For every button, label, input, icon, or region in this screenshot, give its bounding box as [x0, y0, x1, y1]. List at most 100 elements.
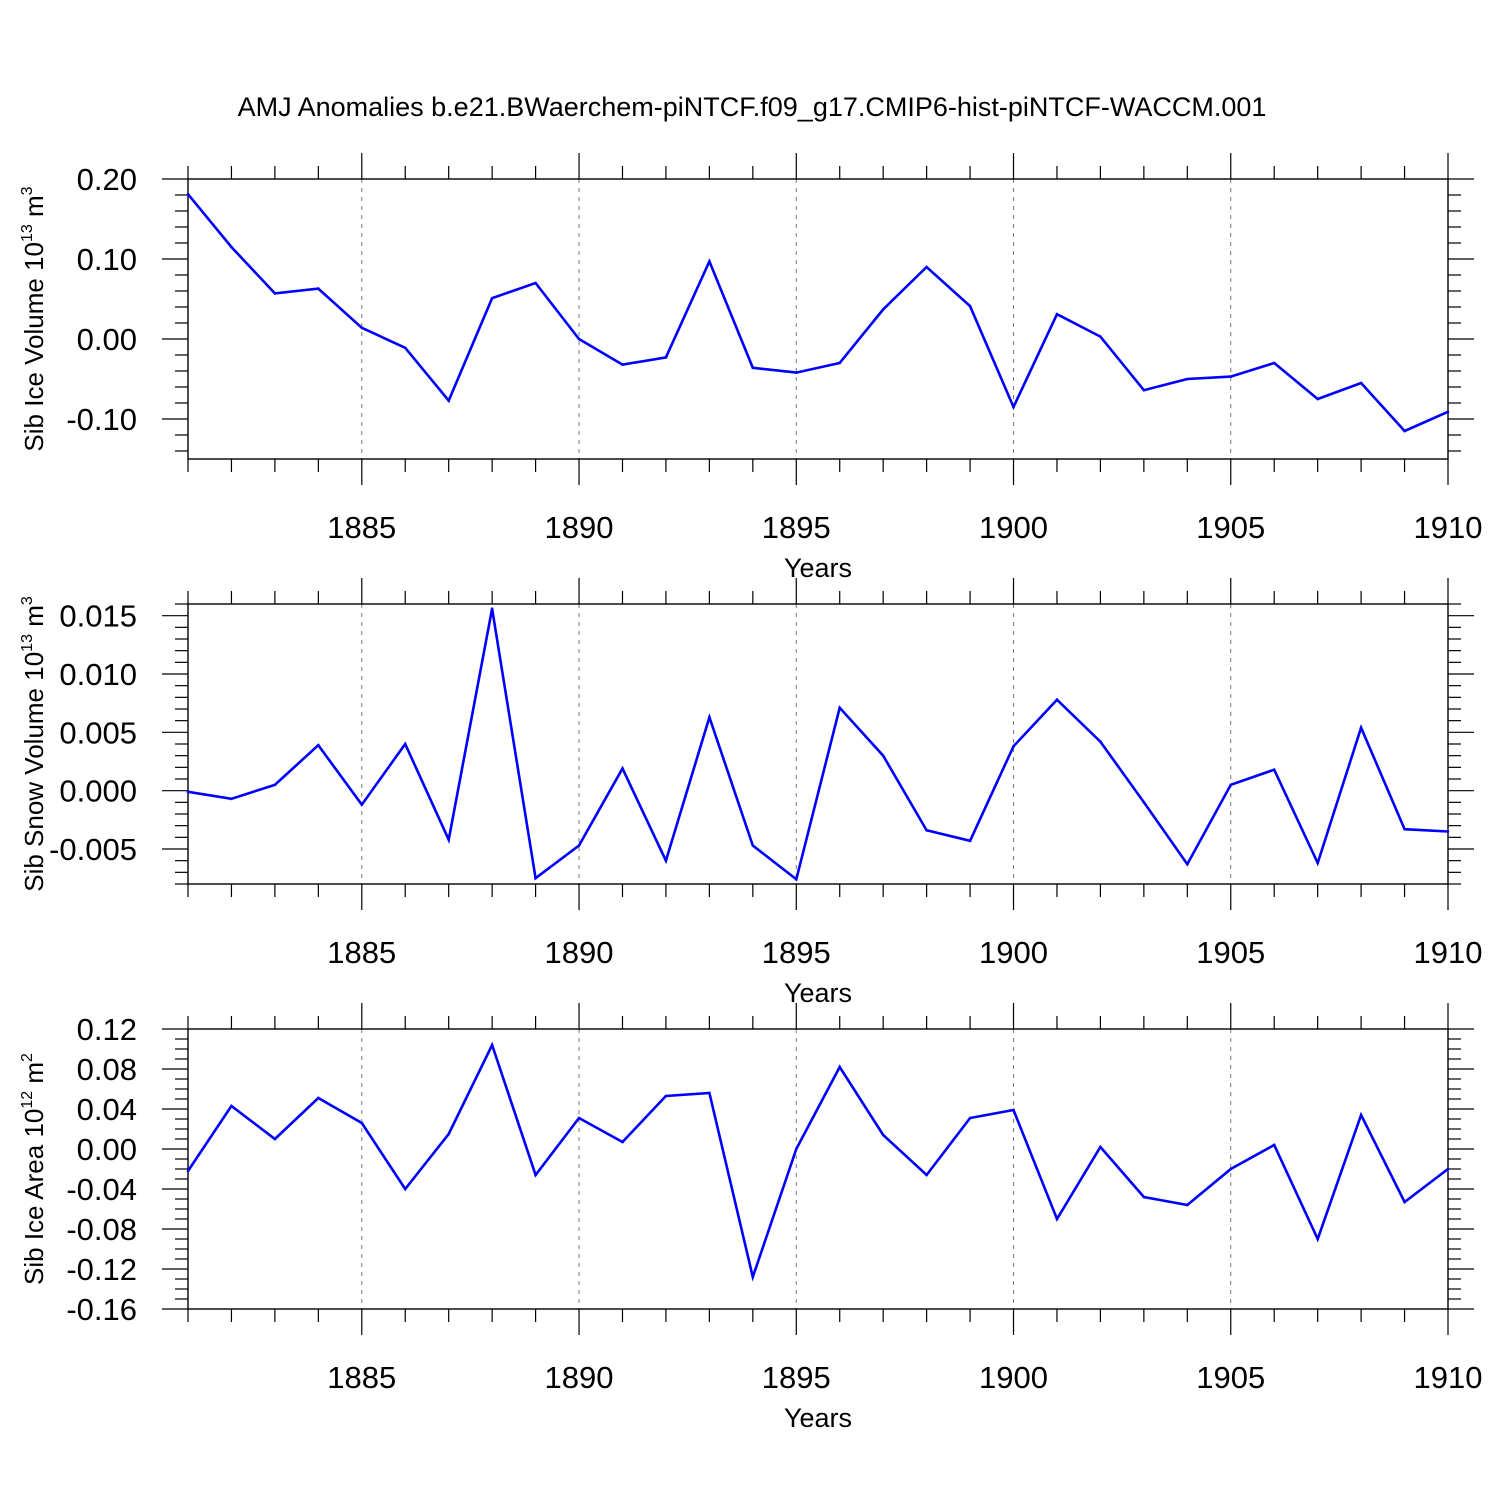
data-point	[230, 797, 233, 801]
y-tick-label: -0.08	[66, 1212, 137, 1247]
y-tick-label: 0.20	[77, 162, 137, 197]
data-point	[838, 706, 842, 710]
y-axis-label-superscript: 13	[19, 224, 36, 242]
data-point	[1403, 1200, 1406, 1204]
data-point	[447, 838, 450, 841]
y-tick-label: 0.10	[77, 242, 137, 277]
y-axis-label-text: m	[19, 195, 49, 224]
data-point	[794, 371, 798, 374]
data-point	[621, 1140, 624, 1144]
data-point	[1272, 361, 1276, 365]
y-tick-label: -0.16	[66, 1292, 137, 1327]
y-axis-label-superscript: 13	[19, 634, 36, 652]
plot-frame	[187, 1028, 1449, 1310]
data-point	[273, 783, 277, 787]
data-point	[1446, 410, 1450, 414]
data-point	[360, 803, 364, 806]
x-tick-label: 1900	[979, 935, 1048, 970]
data-point	[1359, 726, 1363, 729]
y-axis-label: Sib Ice Volume 1013 m3	[19, 186, 49, 451]
data-point	[968, 1116, 972, 1120]
y-tick-label: 0.04	[77, 1092, 137, 1127]
y-axis-label-text: Sib Snow Volume 10	[19, 652, 49, 892]
plot-frame	[187, 178, 1449, 460]
data-point	[1316, 397, 1319, 401]
data-point	[1055, 698, 1059, 701]
x-tick-label: 1905	[1196, 935, 1265, 970]
data-point	[230, 1104, 233, 1108]
x-tick-label: 1900	[979, 1360, 1048, 1395]
y-axis-label-superscript: 3	[19, 596, 36, 605]
data-point	[1142, 1195, 1146, 1199]
x-tick-label: 1900	[979, 510, 1048, 545]
data-point	[230, 245, 233, 249]
y-tick-label: 0.00	[77, 1132, 137, 1167]
data-point	[1099, 335, 1102, 338]
x-axis-label: Years	[784, 978, 852, 1008]
data-point	[1186, 862, 1189, 866]
data-point	[1359, 1113, 1363, 1117]
y-tick-label: -0.04	[66, 1172, 137, 1207]
x-tick-label: 1885	[327, 510, 396, 545]
y-tick-label: 0.010	[59, 657, 137, 692]
data-point	[403, 742, 407, 746]
data-point	[1359, 381, 1363, 385]
data-point	[317, 1096, 320, 1100]
x-tick-label: 1890	[545, 510, 614, 545]
x-tick-label: 1910	[1414, 1360, 1483, 1395]
y-axis-label-text: m	[19, 1062, 49, 1091]
data-point	[577, 337, 581, 341]
x-tick-label: 1905	[1196, 510, 1265, 545]
x-tick-label: 1895	[762, 935, 831, 970]
data-point	[534, 876, 537, 880]
data-point	[925, 265, 928, 269]
data-point	[403, 346, 407, 350]
y-axis-label-text: Sib Ice Volume 10	[19, 242, 49, 452]
y-axis-label-superscript: 3	[19, 186, 36, 195]
series-line	[186, 1041, 1449, 1282]
data-point	[621, 767, 624, 770]
y-axis-label-text: m	[19, 605, 49, 634]
x-tick-label: 1885	[327, 935, 396, 970]
data-point	[881, 1133, 885, 1137]
data-point	[838, 361, 842, 365]
data-point	[1012, 745, 1015, 748]
data-point	[1272, 768, 1276, 771]
chart-title: AMJ Anomalies b.e21.BWaerchem-piNTCF.f09…	[238, 92, 1267, 122]
data-point	[273, 1137, 277, 1141]
y-axis-label-superscript: 12	[19, 1091, 36, 1109]
x-tick-label: 1895	[762, 1360, 831, 1395]
data-point	[1012, 1108, 1015, 1112]
x-tick-label: 1905	[1196, 1360, 1265, 1395]
data-point	[1316, 861, 1319, 865]
data-point	[1012, 405, 1015, 409]
data-point	[1403, 827, 1406, 831]
y-axis-label-superscript: 2	[19, 1053, 36, 1062]
data-point	[1272, 1143, 1276, 1147]
data-point	[1186, 1203, 1189, 1207]
series-line	[186, 193, 1449, 433]
data-point	[708, 715, 711, 719]
data-point	[664, 859, 668, 862]
y-tick-label: -0.10	[66, 402, 137, 437]
data-point	[968, 839, 972, 843]
y-tick-label: -0.005	[49, 832, 137, 867]
data-point	[751, 366, 755, 370]
y-axis-label-text: Sib Ice Area 10	[19, 1109, 49, 1285]
data-point	[360, 1121, 364, 1125]
data-point	[925, 829, 928, 832]
y-tick-label: 0.00	[77, 322, 137, 357]
data-point	[534, 1173, 537, 1177]
data-point	[1055, 1217, 1059, 1221]
plot-frame	[187, 603, 1449, 885]
data-point	[664, 356, 668, 359]
data-point	[1316, 1237, 1319, 1241]
data-point	[490, 607, 494, 610]
x-axis-label: Years	[784, 553, 852, 583]
data-point	[490, 296, 494, 300]
data-point	[403, 1187, 407, 1191]
data-point	[577, 844, 581, 847]
data-point	[317, 287, 320, 290]
data-point	[1099, 1145, 1102, 1149]
